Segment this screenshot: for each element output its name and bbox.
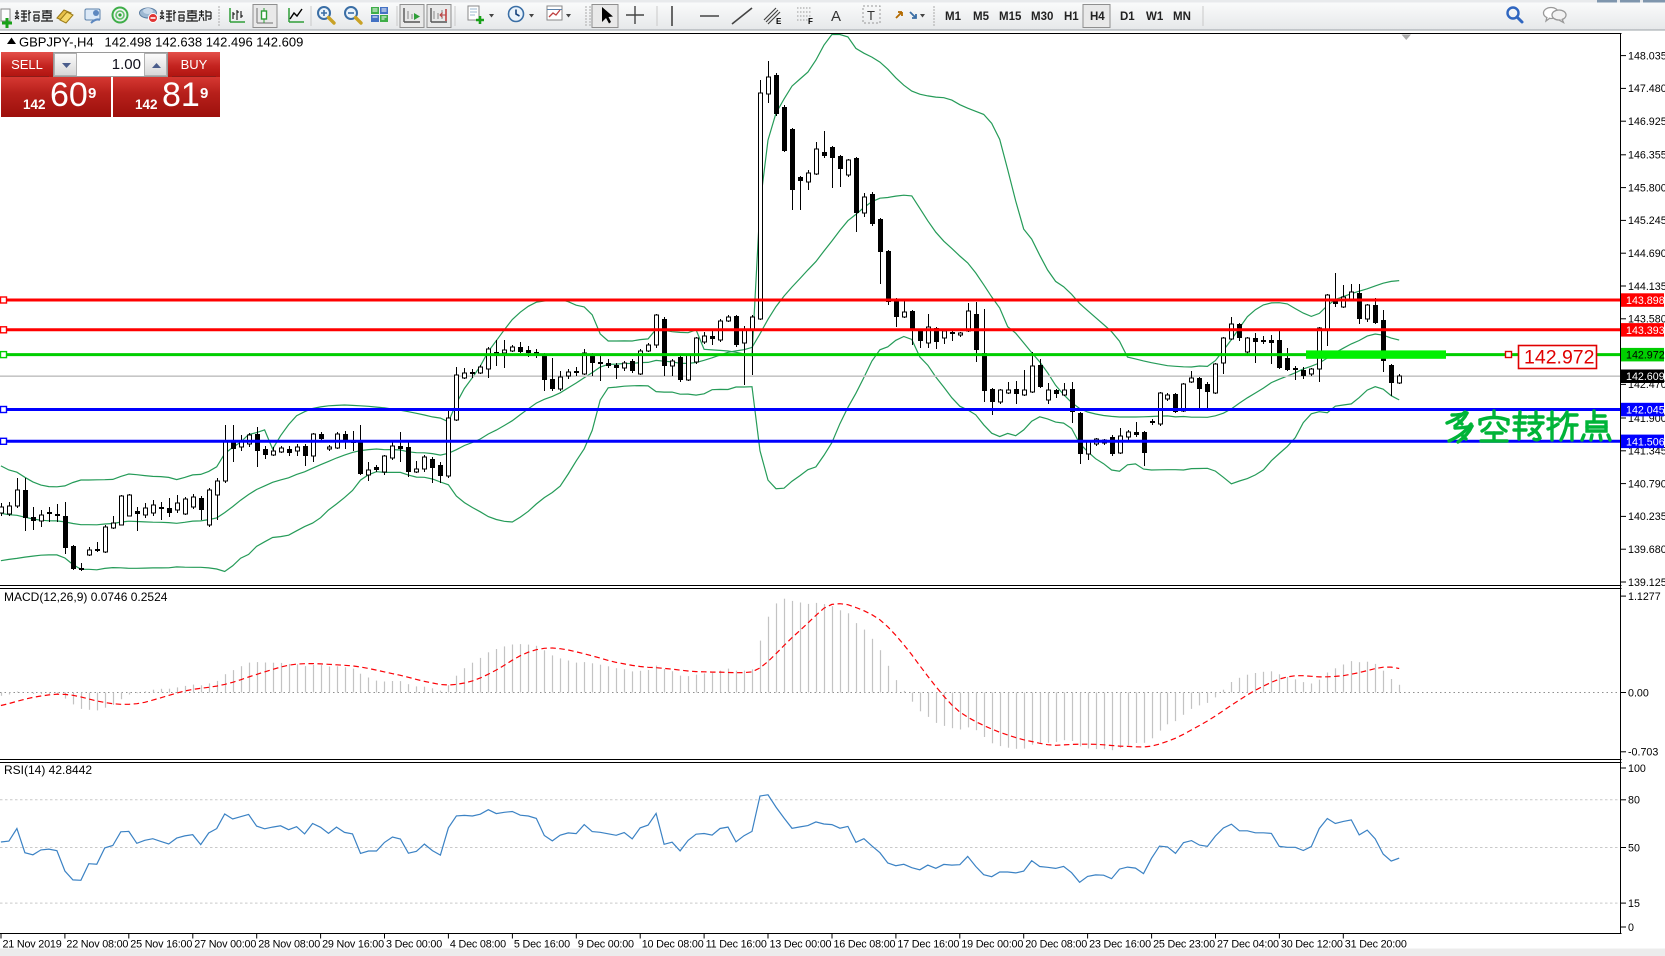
svg-text:3 Dec 00:00: 3 Dec 00:00 bbox=[386, 939, 442, 951]
svg-text:17 Dec 16:00: 17 Dec 16:00 bbox=[897, 939, 959, 951]
svg-text:141.506: 141.506 bbox=[1626, 436, 1665, 448]
svg-text:H4: H4 bbox=[1090, 11, 1105, 23]
svg-text:11 Dec 16:00: 11 Dec 16:00 bbox=[706, 939, 767, 951]
svg-text:146.925: 146.925 bbox=[1628, 116, 1665, 128]
svg-text:147.480: 147.480 bbox=[1628, 83, 1665, 95]
svg-text:16 Dec 08:00: 16 Dec 08:00 bbox=[834, 939, 896, 951]
svg-text:30 Dec 12:00: 30 Dec 12:00 bbox=[1281, 939, 1343, 951]
svg-text:143.898: 143.898 bbox=[1626, 295, 1665, 307]
svg-text:F: F bbox=[808, 17, 813, 26]
svg-text:9 Dec 00:00: 9 Dec 00:00 bbox=[578, 939, 634, 951]
svg-text:31 Dec 20:00: 31 Dec 20:00 bbox=[1345, 939, 1407, 951]
svg-text:15: 15 bbox=[1628, 898, 1640, 910]
svg-text:29 Nov 16:00: 29 Nov 16:00 bbox=[322, 939, 384, 951]
svg-text:21 Nov 2019: 21 Nov 2019 bbox=[3, 939, 62, 951]
svg-text:28 Nov 08:00: 28 Nov 08:00 bbox=[258, 939, 320, 951]
svg-text:142.972: 142.972 bbox=[1524, 347, 1595, 369]
svg-text:143.393: 143.393 bbox=[1626, 325, 1665, 337]
svg-text:T: T bbox=[867, 8, 875, 23]
svg-text:140.790: 140.790 bbox=[1628, 478, 1665, 490]
svg-text:0: 0 bbox=[1628, 922, 1634, 934]
svg-text:H1: H1 bbox=[1064, 11, 1079, 23]
svg-text:GBPJPY-,H4 142.498 142.638 1: GBPJPY-,H4 142.498 142.638 142.496 142.6… bbox=[19, 35, 303, 50]
svg-text:139.680: 139.680 bbox=[1628, 544, 1665, 556]
svg-text:10 Dec 08:00: 10 Dec 08:00 bbox=[642, 939, 704, 951]
svg-text:145.245: 145.245 bbox=[1628, 215, 1665, 227]
svg-text:M1: M1 bbox=[945, 11, 962, 23]
svg-text:144.690: 144.690 bbox=[1628, 248, 1665, 260]
svg-text:M15: M15 bbox=[999, 11, 1022, 23]
svg-text:E: E bbox=[776, 17, 782, 26]
svg-text:25 Dec 23:00: 25 Dec 23:00 bbox=[1153, 939, 1215, 951]
svg-text:139.125: 139.125 bbox=[1628, 577, 1665, 589]
svg-text:13 Dec 00:00: 13 Dec 00:00 bbox=[770, 939, 832, 951]
svg-text:M30: M30 bbox=[1031, 11, 1053, 23]
svg-text:23 Dec 16:00: 23 Dec 16:00 bbox=[1089, 939, 1151, 951]
svg-text:144.135: 144.135 bbox=[1628, 281, 1665, 293]
svg-text:22 Nov 08:00: 22 Nov 08:00 bbox=[66, 939, 128, 951]
svg-text:146.355: 146.355 bbox=[1628, 150, 1665, 162]
svg-text:50: 50 bbox=[1628, 842, 1640, 854]
svg-text:142.972: 142.972 bbox=[1626, 350, 1665, 362]
svg-text:D1: D1 bbox=[1120, 11, 1135, 23]
svg-text:M5: M5 bbox=[973, 11, 990, 23]
svg-text:-0.703: -0.703 bbox=[1628, 747, 1658, 759]
svg-text:25 Nov 16:00: 25 Nov 16:00 bbox=[130, 939, 192, 951]
svg-text:W1: W1 bbox=[1146, 11, 1164, 23]
svg-text:142.609: 142.609 bbox=[1626, 371, 1665, 383]
svg-text:141.345: 141.345 bbox=[1628, 446, 1665, 458]
svg-text:27 Nov 00:00: 27 Nov 00:00 bbox=[194, 939, 256, 951]
svg-text:27 Dec 04:00: 27 Dec 04:00 bbox=[1217, 939, 1279, 951]
svg-text:142.045: 142.045 bbox=[1626, 405, 1665, 417]
svg-text:19 Dec 00:00: 19 Dec 00:00 bbox=[961, 939, 1023, 951]
svg-text:4 Dec 08:00: 4 Dec 08:00 bbox=[450, 939, 506, 951]
svg-text:143.580: 143.580 bbox=[1628, 314, 1665, 326]
svg-text:MACD(12,26,9) 0.0746 0.2524: MACD(12,26,9) 0.0746 0.2524 bbox=[4, 590, 168, 604]
svg-text:80: 80 bbox=[1628, 795, 1640, 807]
svg-text:RSI(14) 42.8442: RSI(14) 42.8442 bbox=[4, 763, 92, 777]
svg-text:0.00: 0.00 bbox=[1628, 687, 1649, 699]
svg-text:140.235: 140.235 bbox=[1628, 511, 1665, 523]
svg-text:148.035: 148.035 bbox=[1628, 50, 1665, 62]
svg-text:20 Dec 08:00: 20 Dec 08:00 bbox=[1025, 939, 1087, 951]
svg-text:100: 100 bbox=[1628, 763, 1646, 775]
svg-text:145.800: 145.800 bbox=[1628, 182, 1665, 194]
svg-text:A: A bbox=[831, 8, 841, 25]
svg-text:1.1277: 1.1277 bbox=[1628, 591, 1661, 603]
svg-text:5 Dec 16:00: 5 Dec 16:00 bbox=[514, 939, 570, 951]
svg-text:MN: MN bbox=[1173, 11, 1191, 23]
